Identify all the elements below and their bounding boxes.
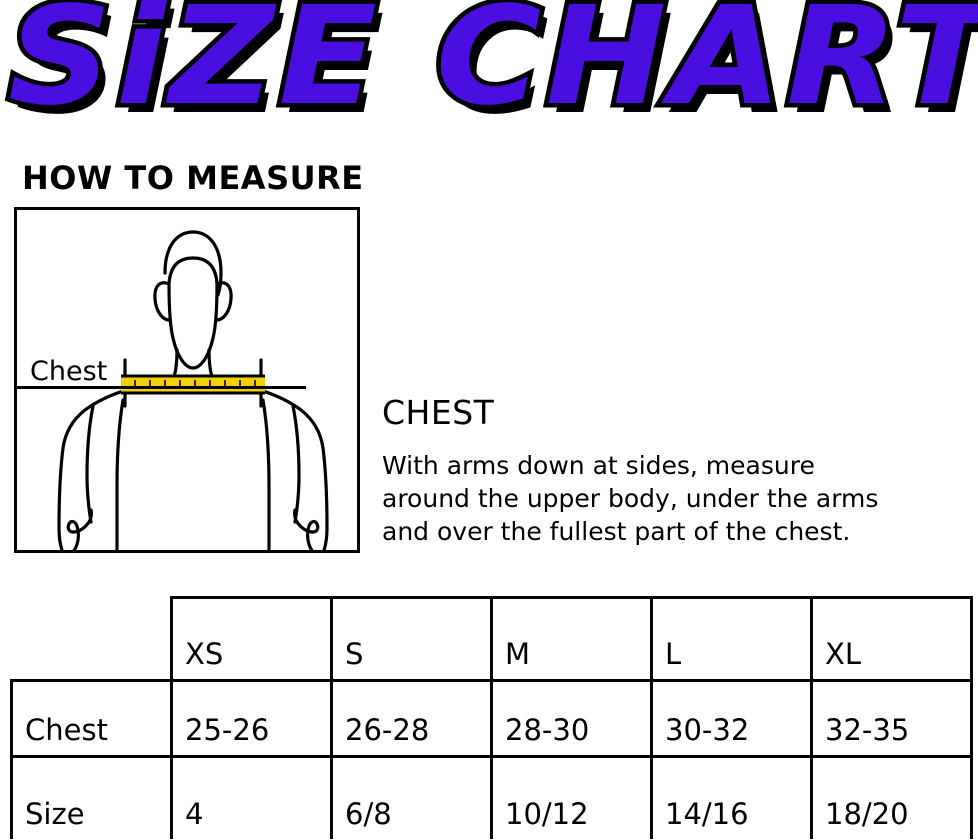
table-header-xs: XS <box>170 596 333 682</box>
size-table: XS S M L XL Chest 25-26 26-28 28-30 30-3… <box>10 596 973 839</box>
table-header-s: S <box>330 596 493 682</box>
chest-measure-label: Chest <box>30 356 108 387</box>
row-label-chest: Chest <box>10 679 173 758</box>
chest-info-line-2: around the upper body, under the arms <box>382 484 879 513</box>
cell-chest-xs: 25-26 <box>170 679 333 758</box>
chest-info-heading: CHEST <box>382 393 495 432</box>
cell-chest-l: 30-32 <box>650 679 813 758</box>
cell-size-xl: 18/20 <box>810 755 973 839</box>
cell-chest-m: 28-30 <box>490 679 653 758</box>
chest-leader-line <box>16 386 306 389</box>
chest-info-line-3: and over the fullest part of the chest. <box>382 517 851 546</box>
table-header-m: M <box>490 596 653 682</box>
cell-size-l: 14/16 <box>650 755 813 839</box>
page-title: SiZE CHART <box>3 0 978 137</box>
cell-chest-xl: 32-35 <box>810 679 973 758</box>
chest-info-block: CHEST With arms down at sides, measure a… <box>382 393 974 548</box>
chest-info-body: With arms down at sides, measure around … <box>382 449 974 548</box>
table-row-chest: Chest 25-26 26-28 28-30 30-32 32-35 <box>10 679 973 758</box>
table-header-l: L <box>650 596 813 682</box>
table-header-row: XS S M L XL <box>12 596 973 682</box>
how-to-measure-diagram <box>14 207 360 553</box>
table-row-size: Size 4 6/8 10/12 14/16 18/20 <box>10 755 973 839</box>
cell-chest-s: 26-28 <box>330 679 493 758</box>
cell-size-xs: 4 <box>170 755 333 839</box>
table-corner-cell <box>12 598 172 681</box>
male-torso-figure-icon <box>57 230 329 550</box>
how-to-measure-heading: HOW TO MEASURE <box>22 159 364 197</box>
cell-size-m: 10/12 <box>490 755 653 839</box>
chest-info-line-1: With arms down at sides, measure <box>382 451 815 480</box>
table-header-xl: XL <box>810 596 973 682</box>
row-label-size: Size <box>10 755 173 839</box>
title-banner: SiZE CHART <box>0 0 978 150</box>
cell-size-s: 6/8 <box>330 755 493 839</box>
